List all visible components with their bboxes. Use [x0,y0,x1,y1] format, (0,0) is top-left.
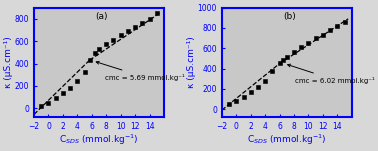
X-axis label: C$_{SDS}$ (mmol.kg$^{-1}$): C$_{SDS}$ (mmol.kg$^{-1}$) [247,132,327,147]
Text: cmc = 5.69 mmol.kg⁻¹: cmc = 5.69 mmol.kg⁻¹ [96,61,184,81]
Text: cmc = 6.02 mmol.kg⁻¹: cmc = 6.02 mmol.kg⁻¹ [288,64,375,84]
Y-axis label: κ (μS.cm⁻¹): κ (μS.cm⁻¹) [187,37,196,88]
Y-axis label: κ (μS.cm⁻¹): κ (μS.cm⁻¹) [4,37,13,88]
X-axis label: C$_{SDS}$ (mmol.kg$^{-1}$): C$_{SDS}$ (mmol.kg$^{-1}$) [59,132,139,147]
Text: (a): (a) [95,12,108,21]
Text: (b): (b) [283,12,296,21]
